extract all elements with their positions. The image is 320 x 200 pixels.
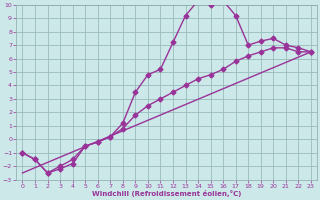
X-axis label: Windchill (Refroidissement éolien,°C): Windchill (Refroidissement éolien,°C) xyxy=(92,190,241,197)
